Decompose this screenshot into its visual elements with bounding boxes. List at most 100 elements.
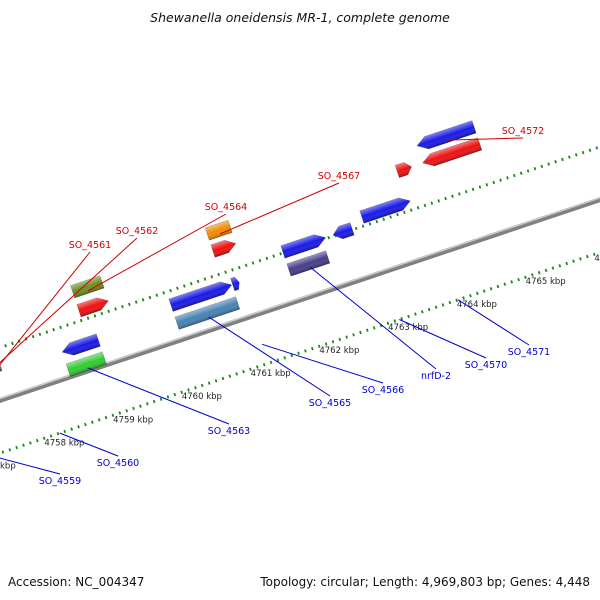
scale-label: 4757 kbp <box>0 461 16 471</box>
feature-blue[interactable] <box>359 195 412 224</box>
feature-gray-shape <box>0 357 3 380</box>
minor-tick <box>194 386 197 390</box>
feature-red-shading <box>210 240 236 258</box>
gene-label-so-4566-leader <box>261 343 384 384</box>
gene-label-so-4566[interactable]: SO_4566 <box>261 343 404 396</box>
gene-label-so-4562-text: SO_4562 <box>116 226 158 237</box>
minor-tick <box>265 256 269 261</box>
feature-blue[interactable] <box>60 333 101 358</box>
minor-tick <box>111 413 115 418</box>
minor-tick <box>125 409 129 413</box>
gene-label-so-4561[interactable]: SO_4561 <box>0 240 111 399</box>
gene-label-so-4559-leader <box>0 457 61 475</box>
minor-tick <box>585 254 589 259</box>
forward-tick-row <box>0 146 599 350</box>
feature-gray[interactable] <box>0 357 3 380</box>
minor-tick <box>84 422 87 427</box>
genome-summary-text: Topology: circular; Length: 4,969,803 bp… <box>259 575 590 589</box>
minor-tick <box>127 302 131 307</box>
feature-red-shading <box>76 297 109 317</box>
minor-tick <box>430 201 434 205</box>
minor-tick <box>59 325 62 330</box>
feature-green[interactable] <box>65 351 107 377</box>
minor-tick <box>544 268 548 273</box>
minor-tick <box>375 219 379 224</box>
minor-tick <box>79 318 83 323</box>
gene-label-so-4571[interactable]: SO_4571 <box>457 299 550 358</box>
feature-red[interactable] <box>210 237 238 258</box>
minor-tick <box>561 157 564 162</box>
minor-tick <box>159 397 163 401</box>
minor-tick <box>200 383 204 388</box>
gene-label-so-4563[interactable]: SO_4563 <box>87 367 251 437</box>
minor-tick <box>434 305 438 309</box>
feature-purple[interactable] <box>286 250 331 277</box>
minor-tick <box>4 344 7 348</box>
minor-tick <box>114 307 117 311</box>
minor-tick <box>1 450 5 454</box>
feature-olive[interactable] <box>70 275 105 299</box>
feature-red-shading <box>395 162 412 178</box>
gene-label-so-4560[interactable]: SO_4560 <box>59 432 139 469</box>
gene-label-so-4565[interactable]: SO_4565 <box>208 316 352 409</box>
minor-tick <box>203 277 207 281</box>
feature-blue[interactable] <box>331 222 355 242</box>
minor-tick <box>45 330 49 334</box>
minor-tick <box>134 300 138 304</box>
minor-tick <box>228 374 232 378</box>
minor-tick <box>249 367 252 372</box>
minor-tick <box>310 346 314 351</box>
feature-steel[interactable] <box>174 296 241 330</box>
genome-map-region <box>0 107 600 493</box>
gene-label-so-4567[interactable]: SO_4567 <box>219 171 360 235</box>
minor-tick <box>485 183 489 187</box>
gene-label-so-4572[interactable]: SO_4572 <box>446 126 544 141</box>
minor-tick <box>272 254 276 258</box>
gene-label-so-4563-leader <box>87 367 230 425</box>
feature-orange[interactable] <box>204 219 233 241</box>
minor-tick <box>451 194 454 198</box>
scale-label: 4764 kbp <box>457 300 497 310</box>
gene-label-so-4559[interactable]: SO_4559 <box>0 456 81 487</box>
feature-blue[interactable] <box>415 120 477 152</box>
minor-tick <box>414 312 417 316</box>
minor-tick <box>11 341 14 346</box>
feature-red[interactable] <box>421 137 483 169</box>
minor-tick <box>574 153 578 157</box>
minor-tick <box>77 425 80 429</box>
feature-blue-shading <box>280 234 326 259</box>
minor-tick <box>304 349 307 353</box>
feature-blue[interactable] <box>230 276 242 292</box>
feature-blue-shading <box>359 197 411 224</box>
gene-label-so-4570[interactable]: SO_4570 <box>399 319 507 372</box>
feature-red-shading <box>422 137 482 166</box>
gene-label-so-4564[interactable]: SO_4564 <box>87 202 247 292</box>
minor-tick <box>354 226 358 231</box>
gene-label-so-4570-text: SO_4570 <box>465 360 507 371</box>
minor-tick <box>455 298 459 303</box>
feature-red[interactable] <box>76 295 111 318</box>
gene-label-so-4562[interactable]: SO_4562 <box>0 226 158 373</box>
minor-tick <box>283 356 287 360</box>
minor-tick <box>22 443 25 447</box>
minor-tick <box>155 293 159 297</box>
minor-tick <box>182 284 186 288</box>
feature-blue[interactable] <box>168 279 234 312</box>
feature-blue[interactable] <box>280 232 328 259</box>
minor-tick <box>317 344 321 349</box>
map-title: Shewanella oneidensis MR-1, complete gen… <box>150 10 450 25</box>
minor-tick <box>448 300 452 305</box>
minor-tick <box>70 427 74 431</box>
gene-label-nrfd-2[interactable]: nrfD-2 <box>309 266 451 382</box>
feature-blue-shading <box>333 222 355 239</box>
feature-red[interactable] <box>394 161 413 179</box>
minor-tick <box>462 296 465 300</box>
minor-tick <box>235 372 239 376</box>
minor-tick <box>196 279 200 284</box>
gene-label-so-4561-text: SO_4561 <box>69 240 111 251</box>
minor-tick <box>458 192 461 196</box>
minor-tick <box>63 429 67 434</box>
minor-tick <box>148 295 152 300</box>
minor-tick <box>258 258 262 263</box>
